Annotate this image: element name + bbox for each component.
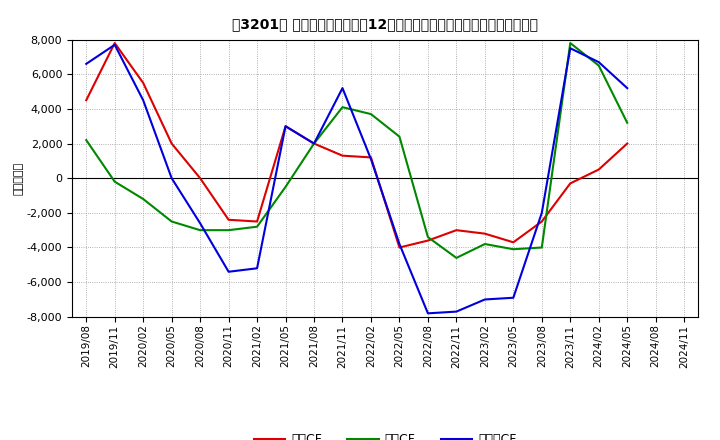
投資CF bbox=[595, 63, 603, 68]
Y-axis label: （百万円）: （百万円） bbox=[14, 161, 24, 195]
Line: 営業CF: 営業CF bbox=[86, 43, 627, 247]
投資CF bbox=[537, 245, 546, 250]
フリーCF bbox=[82, 61, 91, 66]
投資CF bbox=[196, 227, 204, 233]
営業CF bbox=[139, 80, 148, 85]
フリーCF bbox=[225, 269, 233, 275]
Title: ［3201］ キャッシュフローの12か月移動合計の対前年同期増減額の推移: ［3201］ キャッシュフローの12か月移動合計の対前年同期増減額の推移 bbox=[232, 18, 539, 32]
フリーCF bbox=[509, 295, 518, 301]
フリーCF bbox=[566, 46, 575, 51]
フリーCF bbox=[423, 311, 432, 316]
営業CF bbox=[366, 155, 375, 160]
投資CF bbox=[623, 120, 631, 125]
フリーCF bbox=[139, 98, 148, 103]
投資CF bbox=[82, 137, 91, 143]
営業CF bbox=[395, 245, 404, 250]
投資CF bbox=[310, 141, 318, 146]
投資CF bbox=[509, 246, 518, 252]
営業CF bbox=[82, 98, 91, 103]
営業CF bbox=[253, 219, 261, 224]
フリーCF bbox=[537, 210, 546, 216]
フリーCF bbox=[452, 309, 461, 314]
フリーCF bbox=[480, 297, 489, 302]
営業CF bbox=[338, 153, 347, 158]
投資CF bbox=[225, 227, 233, 233]
営業CF bbox=[509, 240, 518, 245]
投資CF bbox=[167, 219, 176, 224]
投資CF bbox=[423, 235, 432, 240]
フリーCF bbox=[595, 59, 603, 65]
営業CF bbox=[423, 238, 432, 243]
フリーCF bbox=[196, 220, 204, 226]
営業CF bbox=[595, 167, 603, 172]
営業CF bbox=[225, 217, 233, 222]
営業CF bbox=[110, 40, 119, 46]
営業CF bbox=[623, 141, 631, 146]
営業CF bbox=[196, 176, 204, 181]
営業CF bbox=[480, 231, 489, 236]
投資CF bbox=[338, 105, 347, 110]
フリーCF bbox=[338, 85, 347, 91]
営業CF bbox=[537, 219, 546, 224]
フリーCF bbox=[167, 176, 176, 181]
営業CF bbox=[566, 181, 575, 186]
フリーCF bbox=[366, 157, 375, 162]
投資CF bbox=[253, 224, 261, 229]
投資CF bbox=[566, 40, 575, 46]
投資CF bbox=[282, 184, 290, 190]
Line: フリーCF: フリーCF bbox=[86, 45, 627, 313]
フリーCF bbox=[282, 124, 290, 129]
営業CF bbox=[452, 227, 461, 233]
投資CF bbox=[366, 111, 375, 117]
フリーCF bbox=[310, 141, 318, 146]
営業CF bbox=[282, 124, 290, 129]
投資CF bbox=[139, 196, 148, 202]
投資CF bbox=[110, 179, 119, 184]
営業CF bbox=[310, 141, 318, 146]
Line: 投資CF: 投資CF bbox=[86, 43, 627, 258]
フリーCF bbox=[253, 266, 261, 271]
フリーCF bbox=[110, 42, 119, 48]
営業CF bbox=[167, 141, 176, 146]
投資CF bbox=[395, 134, 404, 139]
Legend: 営業CF, 投資CF, フリーCF: 営業CF, 投資CF, フリーCF bbox=[249, 429, 521, 440]
投資CF bbox=[480, 242, 489, 247]
フリーCF bbox=[623, 85, 631, 91]
投資CF bbox=[452, 255, 461, 260]
フリーCF bbox=[395, 242, 404, 247]
